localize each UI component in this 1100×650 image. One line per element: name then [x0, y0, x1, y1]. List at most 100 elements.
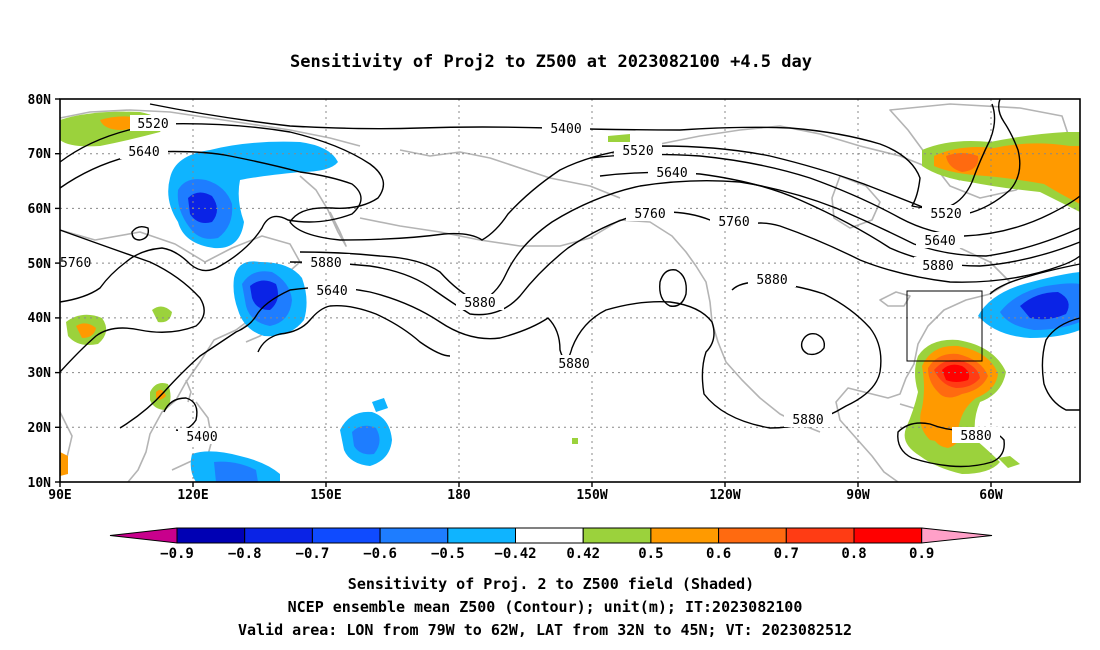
lat-label-60n: 60N [28, 202, 52, 217]
contour-label-11: 5880 [456, 294, 504, 311]
negative-blob-pacific-strip [372, 398, 388, 412]
svg-text:5640: 5640 [656, 166, 687, 181]
contour-label-15: 5640 [916, 232, 964, 249]
coastline-alaska [399, 149, 621, 199]
contour-labels: 5520 5640 5400 5520 5640 5760 5760 5760 … [60, 115, 1000, 445]
colorbar-swatch [650, 527, 720, 544]
positive-blob-atlantic-core [942, 364, 970, 382]
contour-5880-main [119, 281, 882, 429]
lat-tick-labels: 80N 70N 60N 50N 40N 30N 20N 10N [28, 93, 52, 491]
contour-5760-west [59, 229, 205, 373]
contour-5880-jp [257, 304, 451, 357]
contour-5880-closed [800, 332, 826, 356]
colorbar-swatch [447, 527, 516, 544]
contour-5640-closed-pac [659, 269, 687, 307]
contour-label-9: 5880 [302, 254, 350, 271]
contour-label-7: 5760 [710, 213, 758, 230]
contour-label-3: 5400 [542, 120, 590, 137]
lat-label-10n: 10N [28, 476, 52, 491]
negative-blob-siberia-core [188, 192, 217, 223]
lon-label-60w: 60W [979, 488, 1003, 503]
svg-text:5640: 5640 [924, 234, 955, 249]
contour-label-2: 5640 [120, 143, 168, 160]
contour-label-4: 5520 [614, 142, 662, 159]
coastline-north-america-west [589, 219, 821, 433]
contour-label-6: 5760 [626, 205, 674, 222]
gridlines [60, 99, 1080, 482]
contour-label-5: 5640 [648, 164, 696, 181]
lon-label-120w: 120W [709, 488, 740, 503]
svg-text:5760: 5760 [60, 256, 91, 271]
positive-blob-small-west-core [76, 323, 96, 338]
lon-label-90e: 90E [48, 488, 71, 503]
svg-text:5520: 5520 [930, 207, 961, 222]
negative-blob-philippines-core [214, 461, 258, 482]
positive-blob-tiny-pac2 [572, 438, 578, 444]
colorbar-swatch [582, 527, 652, 544]
colorbar-label: −0.9 [160, 546, 194, 562]
lon-label-150w: 150W [576, 488, 607, 503]
contour-ring-small [131, 225, 150, 241]
svg-text:5880: 5880 [558, 357, 589, 372]
svg-text:5640: 5640 [128, 145, 159, 160]
svg-text:5880: 5880 [960, 429, 991, 444]
svg-text:5880: 5880 [464, 296, 495, 311]
lat-label-80n: 80N [28, 93, 52, 108]
svg-text:5640: 5640 [316, 284, 347, 299]
coastline-kamchatka [299, 175, 347, 247]
coastline-asia-north [59, 109, 361, 147]
svg-text:5400: 5400 [550, 122, 581, 137]
colorbar-swatch [785, 527, 855, 544]
colorbar-label: 0.6 [706, 546, 731, 562]
colorbar-label: 0.42 [566, 546, 600, 562]
svg-text:5880: 5880 [922, 259, 953, 274]
colorbar-label: −0.5 [431, 546, 465, 562]
positive-blob-caribbean [998, 456, 1020, 468]
negative-blob-atlantic-core [1020, 292, 1069, 320]
colorbar-swatch [515, 527, 584, 544]
figure-title: Sensitivity of Proj2 to Z500 at 20230821… [290, 52, 812, 72]
contour-label-10: 5640 [308, 282, 356, 299]
colorbar-label: −0.7 [296, 546, 330, 562]
positive-blob-greenland-core [946, 153, 979, 172]
contour-label-17: 5880 [748, 271, 796, 288]
contour-label-1: 5520 [130, 115, 176, 132]
lon-label-150e: 150E [310, 488, 341, 503]
valid-area-box [906, 290, 983, 362]
contour-label-12: 5880 [550, 355, 598, 372]
colorbar-label: 0.8 [841, 546, 866, 562]
coastline-canada-arctic [619, 125, 961, 181]
svg-text:5760: 5760 [634, 207, 665, 222]
colorbar-label: 0.9 [909, 546, 934, 562]
svg-text:5520: 5520 [137, 117, 168, 132]
caption-line-2: NCEP ensemble mean Z500 (Contour); unit(… [288, 598, 803, 616]
svg-text:5400: 5400 [186, 430, 217, 445]
lat-label-50n: 50N [28, 257, 52, 272]
svg-text:5880: 5880 [310, 256, 341, 271]
caption-line-3: Valid area: LON from 79W to 62W, LAT fro… [238, 621, 852, 639]
lat-label-30n: 30N [28, 366, 52, 381]
contour-east-5760 [989, 263, 1081, 295]
contour-5640-west [59, 150, 362, 303]
colorbar: −0.9 −0.8 −0.7 −0.6 −0.5 −0.42 0.42 0.5 0.6 0.7 0.… [109, 527, 993, 562]
svg-text:5760: 5760 [718, 215, 749, 230]
colorbar-high-extension [921, 527, 993, 544]
contour-label-14: 5520 [922, 205, 970, 222]
positive-blob-edge-sw [60, 452, 68, 476]
caption: Sensitivity of Proj. 2 to Z500 field (Sh… [238, 575, 852, 639]
contour-nw-5520 [59, 98, 1021, 241]
colorbar-swatch [176, 527, 246, 544]
colorbar-label: −0.6 [363, 546, 397, 562]
lat-label-70n: 70N [28, 147, 52, 162]
map-panel: 5520 5640 5400 5520 5640 5760 5760 5760 … [28, 93, 1081, 503]
colorbar-label: 0.5 [638, 546, 663, 562]
coastline-aleutians [359, 217, 591, 247]
contour-label-13: 5400 [178, 428, 226, 445]
lon-tick-labels: 90E 120E 150E 180 150W 120W 90W 60W [48, 488, 1003, 503]
svg-text:5880: 5880 [792, 413, 823, 428]
colorbar-label: 0.7 [774, 546, 799, 562]
positive-blob-pacific-tiny [608, 134, 630, 142]
coastline-north-america-east [835, 247, 1011, 483]
contour-label-18: 5880 [784, 411, 832, 428]
lat-label-20n: 20N [28, 421, 52, 436]
